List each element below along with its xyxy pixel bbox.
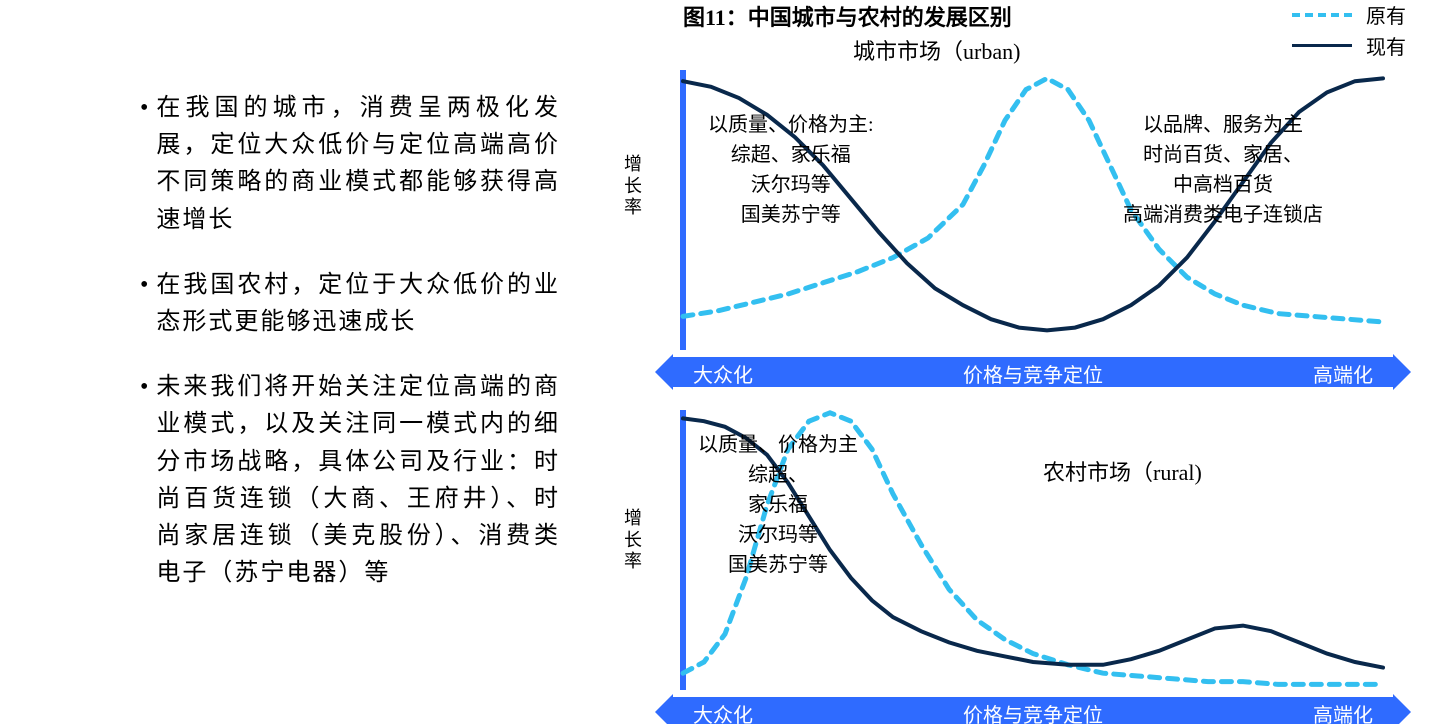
legend-new-label: 现有 bbox=[1366, 31, 1406, 60]
page-root: • 在我国的城市，消费呈两极化发展，定位大众低价与定位高端高价不同策略的商业模式… bbox=[0, 0, 1436, 724]
rural-y-axis-label: 增长率 bbox=[623, 508, 643, 573]
legend-row-new: 现有 bbox=[1292, 31, 1406, 60]
x-right-label: 高端化 bbox=[1313, 359, 1373, 388]
x-center-label: 价格与竞争定位 bbox=[963, 699, 1103, 724]
bullet-text: 在我国的城市，消费呈两极化发展，定位大众低价与定位高端高价不同策略的商业模式都能… bbox=[156, 90, 560, 239]
x-left-label: 大众化 bbox=[693, 359, 753, 388]
rural-x-axis-labels: 大众化 价格与竞争定位 高端化 bbox=[693, 698, 1373, 724]
bullet-item: • 在我国的城市，消费呈两极化发展，定位大众低价与定位高端高价不同策略的商业模式… bbox=[140, 90, 560, 239]
urban-chart: 城市市场（urban) 增长率 以质量、价格为主:综超、家乐福沃尔玛等国美苏宁等… bbox=[653, 70, 1436, 410]
bullet-dot: • bbox=[140, 90, 150, 127]
rural-chart: 农村市场（rural) 增长率 以质量、价格为主综超、家乐福沃尔玛等国美苏宁等 … bbox=[653, 410, 1436, 724]
urban-annotation-left: 以质量、价格为主:综超、家乐福沃尔玛等国美苏宁等 bbox=[708, 110, 874, 230]
legend: 原有 现有 bbox=[1292, 0, 1406, 62]
legend-old-label: 原有 bbox=[1366, 0, 1406, 29]
bullet-list: • 在我国的城市，消费呈两极化发展，定位大众低价与定位高端高价不同策略的商业模式… bbox=[140, 90, 560, 620]
x-left-label: 大众化 bbox=[693, 699, 753, 724]
urban-y-axis-label: 增长率 bbox=[623, 154, 643, 219]
figure-title: 图11：中国城市与农村的发展区别 bbox=[683, 0, 1012, 32]
legend-row-old: 原有 bbox=[1292, 0, 1406, 29]
x-right-label: 高端化 bbox=[1313, 699, 1373, 724]
bullet-item: • 未来我们将开始关注定位高端的商业模式，以及关注同一模式内的细分市场战略，具体… bbox=[140, 369, 560, 592]
x-center-label: 价格与竞争定位 bbox=[963, 359, 1103, 388]
bullet-text: 未来我们将开始关注定位高端的商业模式，以及关注同一模式内的细分市场战略，具体公司… bbox=[156, 369, 560, 592]
bullet-item: • 在我国农村，定位于大众低价的业态形式更能够迅速成长 bbox=[140, 267, 560, 341]
bullet-text: 在我国农村，定位于大众低价的业态形式更能够迅速成长 bbox=[156, 267, 560, 341]
urban-x-axis-labels: 大众化 价格与竞争定位 高端化 bbox=[693, 358, 1373, 388]
rural-annotation-left: 以质量、价格为主综超、家乐福沃尔玛等国美苏宁等 bbox=[698, 430, 858, 580]
urban-annotation-right: 以品牌、服务为主时尚百货、家居、中高档百货高端消费类电子连锁店 bbox=[1123, 110, 1323, 230]
urban-subtitle: 城市市场（urban) bbox=[853, 34, 1020, 66]
bullet-dot: • bbox=[140, 267, 150, 304]
legend-dash-icon bbox=[1292, 13, 1352, 17]
bullet-dot: • bbox=[140, 369, 150, 406]
legend-solid-icon bbox=[1292, 44, 1352, 47]
